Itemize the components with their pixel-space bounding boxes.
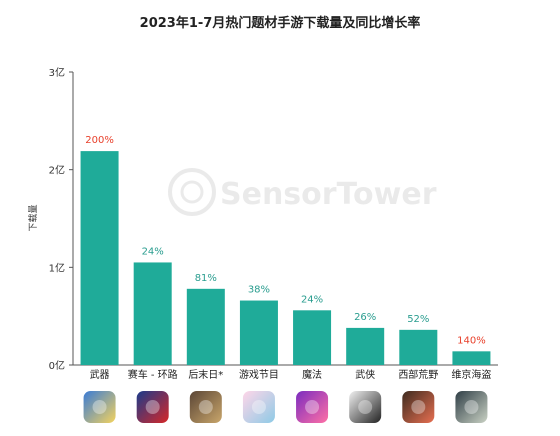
bar (239, 300, 278, 365)
x-tick-label: 魔法 (302, 368, 322, 381)
growth-label: 26% (354, 312, 376, 323)
y-tick-label: 0亿 (49, 359, 65, 372)
y-tick-label: 2亿 (49, 164, 65, 177)
bar (80, 151, 119, 365)
bars (80, 151, 491, 365)
watermark-text: SensorTower (220, 177, 437, 212)
x-tick-label: 后末日* (188, 368, 223, 381)
x-tick-label: 武器 (90, 368, 110, 381)
growth-label: 24% (142, 246, 164, 257)
game-show-icon (242, 391, 275, 423)
x-tick-label: 赛车 - 环路 (128, 368, 178, 381)
game-icons (83, 391, 488, 423)
bar (452, 351, 491, 365)
racing-game-icon (136, 391, 169, 423)
watermark: SensorTower (168, 168, 437, 216)
viking-game-icon (455, 391, 488, 423)
y-axis-label: 下载量 (27, 204, 39, 231)
growth-label: 200% (85, 135, 114, 146)
bar (186, 288, 225, 365)
western-game-icon (402, 391, 435, 423)
post-apocalyptic-game-icon (189, 391, 222, 423)
growth-label: 140% (457, 335, 486, 346)
bar (399, 329, 438, 365)
x-axis-categories: 武器 赛车 - 环路 后末日* 游戏节目 魔法 武侠 西部荒野 维京海盗 (90, 368, 492, 381)
growth-label: 24% (301, 294, 323, 305)
y-tick-label: 1亿 (49, 261, 65, 274)
y-axis: 0亿 1亿 2亿 3亿 (49, 66, 73, 372)
growth-labels: 200% 24% 81% 38% 24% 26% 52% 140% (85, 135, 485, 346)
x-tick-label: 武侠 (355, 368, 375, 381)
bar (133, 262, 172, 365)
y-tick-label: 3亿 (49, 66, 65, 79)
growth-label: 52% (407, 314, 429, 325)
bar (346, 327, 385, 365)
growth-label: 81% (195, 273, 217, 284)
x-tick-label: 维京海盗 (451, 368, 491, 381)
weapon-game-icon (83, 391, 116, 423)
chart-title: 2023年1-7月热门题材手游下载量及同比增长率 (140, 15, 421, 31)
x-tick-label: 游戏节目 (239, 368, 279, 381)
bar (293, 310, 332, 365)
watermark-logo-icon (168, 168, 216, 216)
x-tick-label: 西部荒野 (398, 368, 438, 381)
growth-label: 38% (248, 285, 270, 296)
magic-game-icon (296, 391, 329, 423)
wuxia-game-icon (349, 391, 382, 423)
